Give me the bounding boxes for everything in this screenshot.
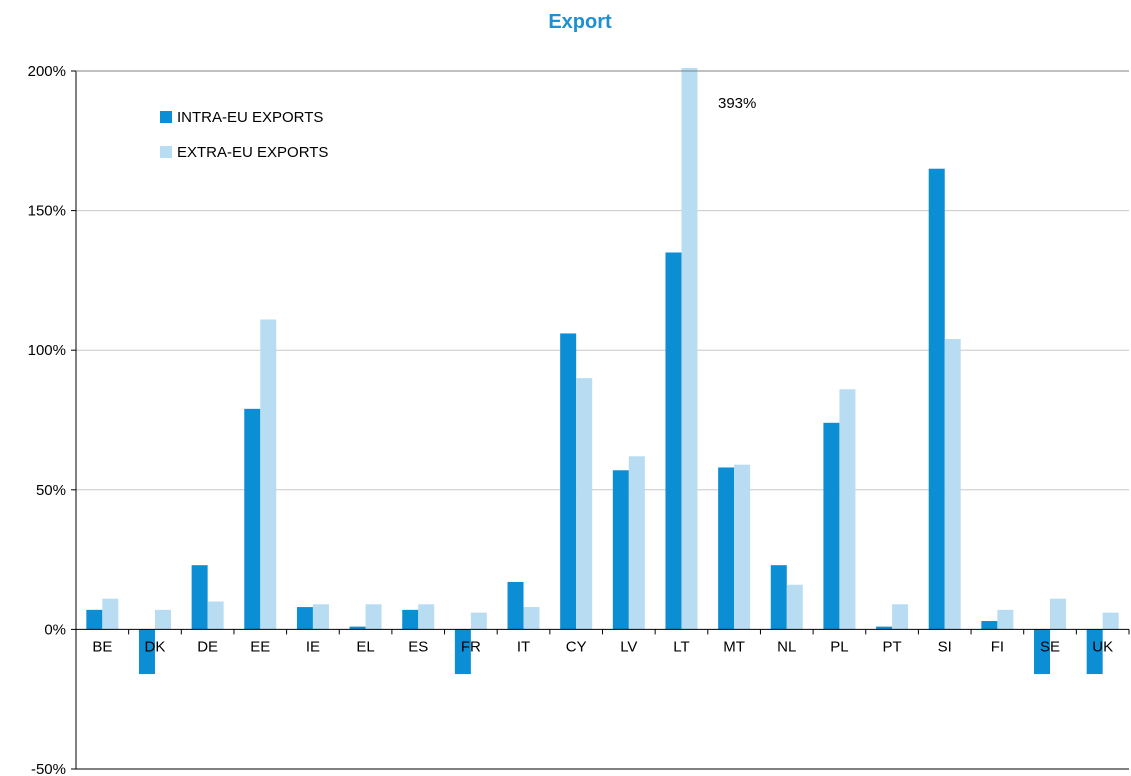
bar-intra-eu-el [349,626,366,630]
y-tick-label: 50% [36,482,66,499]
x-tick-label: PT [882,638,901,655]
bar-intra-eu-ee [244,408,261,630]
gridlines [76,70,1129,491]
bar-extra-eu-es [418,604,435,630]
bar-intra-eu-be [86,609,103,630]
bar-extra-eu-be [102,598,119,630]
bar-intra-eu-nl [770,565,787,630]
x-tick-label: EE [250,638,270,655]
x-tick-label: DE [197,638,218,655]
x-tick-label: SI [938,638,952,655]
x-tick-label: IE [306,638,320,655]
bar-extra-eu-ee [260,319,277,630]
annotation-lt-extra-eu: 393% [718,95,756,112]
bar-extra-eu-it [523,607,540,630]
bar-extra-eu-uk [1102,612,1119,630]
x-tick-label: CY [566,638,587,655]
x-tick-label: LV [620,638,637,655]
x-tick-label: IT [517,638,530,655]
bar-intra-eu-fi [981,621,998,630]
bar-intra-eu-de [191,565,208,630]
y-tick-label: 200% [28,63,66,80]
bar-intra-eu-it [507,581,524,630]
bar-extra-eu-cy [576,378,593,630]
bar-intra-eu-dk [138,629,155,675]
x-tick-label: FR [461,638,481,655]
legend: INTRA-EU EXPORTS EXTRA-EU EXPORTS [160,109,328,161]
legend-swatch-extra-eu [160,146,172,158]
legend-label-intra-eu: INTRA-EU EXPORTS [177,109,323,126]
x-tick-label: LT [673,638,689,655]
bar-intra-eu-mt [718,467,735,630]
x-tick-label: UK [1092,638,1113,655]
x-tick-label: SE [1040,638,1060,655]
bar-extra-eu-de [207,601,224,630]
bar-extra-eu-mt [734,464,751,630]
legend-swatch-intra-eu [160,111,172,123]
legend-label-extra-eu: EXTRA-EU EXPORTS [177,144,328,161]
bar-extra-eu-el [365,604,382,630]
axes [71,70,1130,770]
y-tick-label: -50% [31,761,66,776]
x-tick-label: NL [777,638,796,655]
y-tick-label: 150% [28,203,66,220]
y-tick-label: 100% [28,342,66,359]
bar-extra-eu-nl [786,584,803,630]
bar-extra-eu-lv [628,456,645,630]
bar-intra-eu-ie [296,607,313,630]
bar-intra-eu-se [1034,629,1051,675]
bar-extra-eu-ie [312,604,329,630]
bar-extra-eu-fi [997,609,1014,630]
bar-intra-eu-uk [1086,629,1103,675]
bar-extra-eu-si [944,339,961,630]
bar-extra-eu-pt [892,604,909,630]
bar-extra-eu-se [1050,598,1067,630]
x-tick-label: FI [991,638,1004,655]
bars [86,68,1119,675]
bar-intra-eu-fr [454,629,471,675]
bar-intra-eu-lv [612,470,629,630]
bar-intra-eu-si [928,168,945,630]
bar-extra-eu-fr [470,612,487,630]
bar-intra-eu-lt [665,252,682,630]
bar-intra-eu-es [402,609,419,630]
x-tick-label: DK [145,638,166,655]
bar-intra-eu-pt [876,626,893,630]
x-tick-label: MT [723,638,745,655]
chart-title: Export [548,11,612,33]
bar-extra-eu-pl [839,389,856,630]
y-tick-label: 0% [44,621,66,638]
x-tick-label: PL [830,638,848,655]
x-tick-label: ES [408,638,428,655]
bar-extra-eu-dk [154,609,171,630]
x-tick-label: EL [356,638,374,655]
bar-intra-eu-pl [823,422,840,630]
bar-intra-eu-cy [560,333,577,630]
x-tick-label: BE [92,638,112,655]
y-tick-labels: -50% 0% 50% 100% 150% 200% [28,63,66,776]
bar-extra-eu-lt [681,68,698,630]
x-tick-labels: BE DK DE EE IE EL ES FR IT CY LV LT MT NL PL PT SI FI SE UK [92,638,1113,655]
